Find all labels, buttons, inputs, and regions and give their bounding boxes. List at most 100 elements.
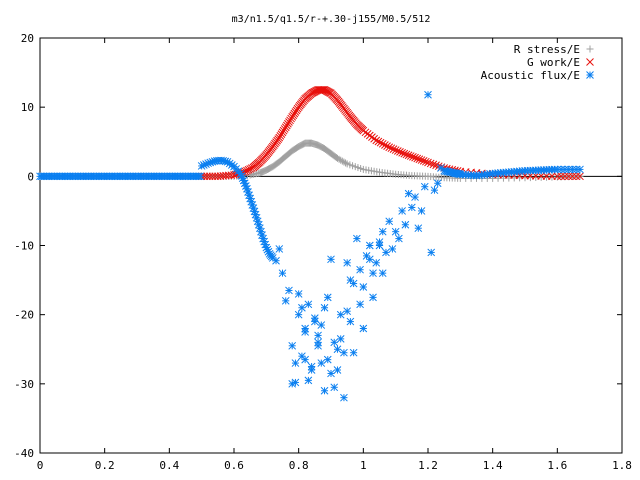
data-point xyxy=(414,224,423,233)
data-point xyxy=(314,341,322,350)
data-point xyxy=(374,137,383,146)
data-point xyxy=(320,386,329,395)
data-point xyxy=(413,154,422,163)
data-point xyxy=(278,269,287,278)
x-tick-label: 1.2 xyxy=(418,459,438,472)
data-point xyxy=(401,220,410,229)
data-point xyxy=(407,203,416,212)
data-point xyxy=(385,143,394,152)
y-tick-label: 20 xyxy=(21,32,34,45)
data-point xyxy=(323,355,332,364)
data-point xyxy=(349,348,358,357)
data-point xyxy=(323,293,332,302)
x-tick-label: 0.4 xyxy=(159,459,179,472)
data-point xyxy=(417,156,426,164)
data-point xyxy=(398,207,406,215)
data-point xyxy=(294,310,303,319)
data-point xyxy=(327,255,335,264)
axes: 0 0.2 0.4 0.6 0.8 1 1.2 1.4 1.6 1.8 -40 -30 -20 -10 0 1… xyxy=(14,32,632,472)
y-tick-label: 10 xyxy=(21,101,34,114)
data-point xyxy=(307,362,316,371)
data-point xyxy=(387,144,396,153)
data-point xyxy=(391,146,400,154)
y-tick-label: -10 xyxy=(14,240,34,253)
data-point xyxy=(245,191,253,200)
data-point xyxy=(330,383,339,392)
data-point xyxy=(383,142,391,150)
y-tick-label: -20 xyxy=(14,309,34,322)
data-point xyxy=(372,258,381,267)
data-point xyxy=(205,172,214,181)
data-point xyxy=(404,151,413,160)
data-point xyxy=(346,317,355,326)
data-point xyxy=(248,201,257,209)
data-point xyxy=(424,158,432,167)
data-point xyxy=(336,310,345,319)
data-point xyxy=(327,369,335,378)
data-point xyxy=(304,376,313,385)
data-point xyxy=(553,172,562,181)
data-point xyxy=(294,290,303,298)
data-point xyxy=(196,172,204,181)
x-tick-label: 1.8 xyxy=(612,459,632,472)
data-point xyxy=(376,138,385,147)
data-point xyxy=(346,276,355,284)
data-point xyxy=(564,172,573,181)
y-tick-label: 0 xyxy=(27,170,34,183)
legend-label: Acoustic flux/E xyxy=(481,69,580,82)
data-point xyxy=(396,148,404,156)
data-point xyxy=(433,179,442,188)
data-point xyxy=(359,324,368,333)
data-point xyxy=(415,155,424,164)
data-point xyxy=(572,172,581,181)
data-point xyxy=(576,172,584,181)
data-point xyxy=(427,248,436,257)
data-point xyxy=(426,159,435,168)
legend-label: R stress/E xyxy=(514,43,580,56)
data-point xyxy=(317,321,326,329)
x-tick-label: 0.2 xyxy=(95,459,115,472)
data-point xyxy=(429,160,438,169)
x-tick-label: 0 xyxy=(37,459,44,472)
data-point xyxy=(234,167,243,176)
data-point xyxy=(404,189,413,198)
legend-marker xyxy=(586,71,594,79)
data-point xyxy=(353,234,361,243)
data-point xyxy=(417,207,426,215)
series-layer xyxy=(36,86,584,402)
data-point xyxy=(419,157,428,165)
data-point xyxy=(486,170,494,178)
data-point xyxy=(301,324,309,333)
data-point xyxy=(378,227,387,236)
data-point xyxy=(365,255,374,264)
data-point xyxy=(424,90,432,99)
data-point xyxy=(318,86,327,94)
x-tick-label: 1.4 xyxy=(483,459,503,472)
legend-marker xyxy=(586,45,594,53)
x-tick-label: 0.6 xyxy=(224,459,244,472)
data-point xyxy=(421,157,430,166)
data-point xyxy=(369,269,377,278)
data-point xyxy=(400,149,409,158)
data-point xyxy=(298,303,306,312)
data-point xyxy=(304,300,313,309)
data-point xyxy=(301,355,309,364)
data-point xyxy=(251,210,260,219)
data-point xyxy=(254,220,263,229)
data-point xyxy=(333,345,342,354)
data-point xyxy=(375,241,384,250)
data-point xyxy=(203,172,211,181)
data-point xyxy=(398,148,406,157)
data-point xyxy=(550,165,559,174)
data-point xyxy=(402,150,411,159)
data-point xyxy=(391,227,400,236)
series-1 xyxy=(197,86,584,181)
data-point xyxy=(242,182,250,190)
data-point xyxy=(275,245,284,253)
data-point xyxy=(389,145,398,153)
data-point xyxy=(314,331,322,340)
data-point xyxy=(356,300,364,309)
data-point xyxy=(411,193,419,201)
x-tick-label: 0.8 xyxy=(289,459,309,472)
